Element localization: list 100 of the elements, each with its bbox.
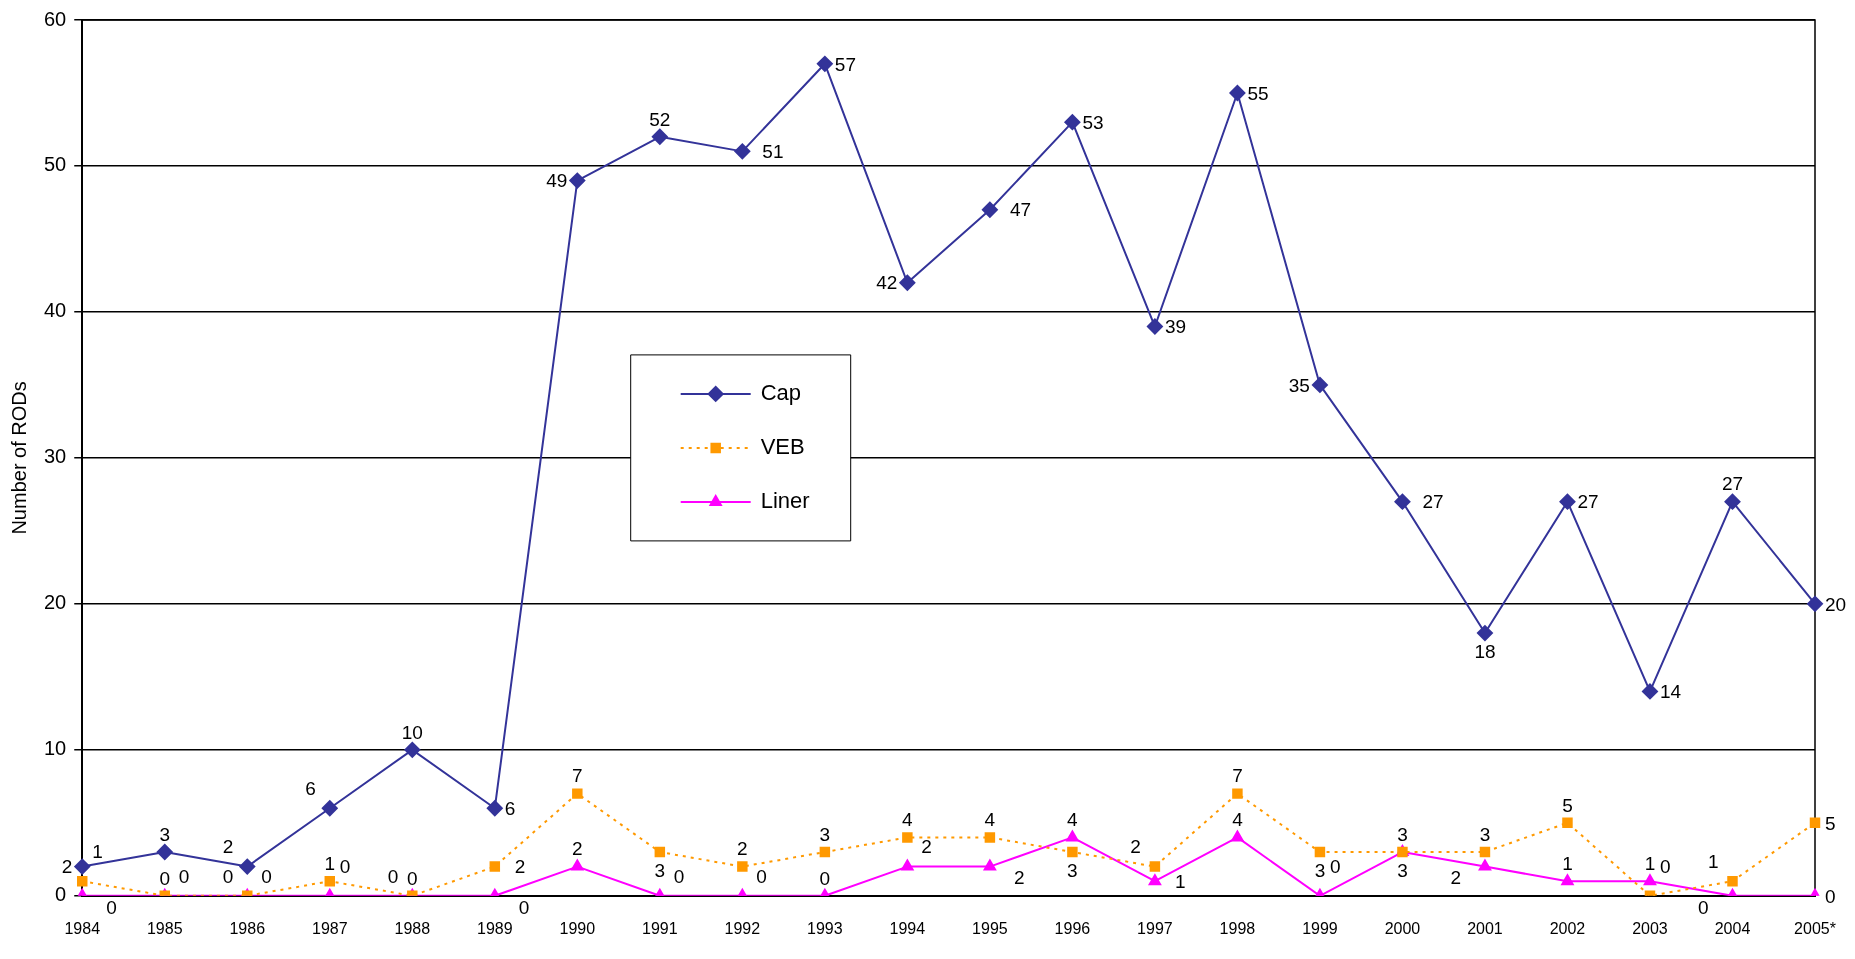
- data-label: 3: [1397, 859, 1408, 881]
- x-tick-label: 2000: [1384, 919, 1421, 937]
- y-tick-label: 20: [44, 591, 67, 614]
- x-tick-label: 2004: [1714, 919, 1751, 937]
- point: [1146, 318, 1163, 335]
- x-tick-label: 1992: [724, 919, 761, 937]
- point: [1809, 817, 1821, 829]
- point: [651, 128, 668, 145]
- data-label: 27: [1422, 491, 1444, 513]
- data-label: 7: [572, 765, 583, 787]
- point: [1476, 625, 1493, 642]
- point: [899, 274, 916, 291]
- point: [1807, 595, 1823, 612]
- data-label: 0: [1825, 885, 1836, 907]
- data-label: 1: [324, 852, 336, 874]
- point: [734, 143, 751, 160]
- point: [901, 859, 914, 871]
- point: [1066, 830, 1079, 842]
- point: [486, 800, 503, 817]
- data-label: 47: [1009, 199, 1032, 221]
- x-tick-label: 1991: [642, 919, 678, 937]
- point: [816, 55, 833, 72]
- data-label: 2: [921, 836, 932, 858]
- point: [1232, 788, 1243, 799]
- data-label: 2: [514, 856, 526, 878]
- data-label: 18: [1474, 640, 1496, 662]
- point: [1561, 874, 1574, 886]
- point: [819, 846, 831, 858]
- y-tick-label: 0: [55, 883, 67, 906]
- point: [156, 844, 173, 861]
- legend-label: VEB: [760, 433, 805, 459]
- x-tick-label: 2003: [1632, 919, 1668, 937]
- data-label: 0: [261, 865, 272, 887]
- y-tick-label: 60: [44, 7, 67, 30]
- data-label: 4: [1067, 809, 1079, 831]
- point: [902, 832, 913, 843]
- data-label: 4: [984, 809, 996, 831]
- data-label: 3: [1397, 823, 1408, 845]
- point: [1562, 817, 1573, 829]
- data-label: 4: [902, 809, 914, 831]
- x-tick-label: 1995: [972, 919, 1008, 937]
- data-label: 35: [1288, 374, 1310, 396]
- data-label: 14: [1659, 681, 1682, 703]
- point: [571, 859, 584, 871]
- point: [324, 875, 336, 887]
- data-label: 1: [1707, 850, 1719, 872]
- data-label: 51: [762, 141, 784, 163]
- point: [572, 788, 583, 799]
- data-label: 52: [649, 108, 671, 130]
- point: [984, 832, 996, 843]
- x-tick-label: 1987: [311, 919, 348, 937]
- data-label: 27: [1721, 473, 1744, 495]
- data-label: 0: [1659, 855, 1671, 877]
- point: [569, 172, 586, 189]
- x-tick-label: 1994: [889, 919, 926, 937]
- point: [1311, 376, 1328, 393]
- point: [1724, 493, 1741, 510]
- legend-label: Liner: [760, 487, 810, 513]
- x-tick-label: 1997: [1137, 919, 1173, 937]
- y-tick-label: 50: [44, 153, 67, 176]
- data-label: 27: [1577, 491, 1599, 513]
- x-tick-label: 1988: [394, 919, 431, 937]
- y-tick-label: 40: [44, 299, 67, 322]
- data-label: 10: [401, 721, 423, 743]
- point: [77, 875, 88, 887]
- data-label: 0: [1697, 896, 1709, 918]
- data-label: 7: [1232, 765, 1243, 787]
- point: [239, 858, 256, 875]
- x-tick-label: 2002: [1549, 919, 1586, 937]
- data-label: 1: [92, 840, 103, 862]
- data-label: 0: [518, 896, 530, 918]
- point: [1229, 84, 1246, 101]
- data-label: 5: [1825, 812, 1836, 834]
- x-tick-label: 1985: [146, 919, 183, 937]
- data-label: 2: [1013, 867, 1025, 889]
- data-label: 0: [756, 865, 767, 887]
- data-label: 0: [387, 865, 399, 887]
- data-label: 0: [106, 896, 117, 918]
- point: [1479, 846, 1491, 858]
- data-label: 3: [819, 823, 831, 845]
- data-label: 53: [1082, 111, 1104, 133]
- point: [654, 846, 666, 858]
- point: [1394, 493, 1411, 510]
- data-label: 0: [222, 865, 234, 887]
- x-tick-label: 2001: [1467, 919, 1503, 937]
- data-label: 1: [1562, 852, 1573, 874]
- y-tick-label: 30: [44, 445, 67, 468]
- data-label: 1: [1644, 852, 1656, 874]
- x-tick-label: 1996: [1054, 919, 1091, 937]
- x-tick-label: 1998: [1219, 919, 1256, 937]
- data-label: 2: [572, 838, 583, 860]
- data-label: 39: [1164, 316, 1187, 338]
- x-tick-label: 1999: [1302, 919, 1338, 937]
- point: [1478, 859, 1492, 871]
- x-tick-label: 1984: [64, 919, 101, 937]
- point: [321, 800, 338, 817]
- data-label: 55: [1247, 82, 1269, 104]
- data-label: 0: [673, 865, 685, 887]
- data-label: 0: [1329, 855, 1341, 877]
- data-label: 0: [159, 867, 171, 889]
